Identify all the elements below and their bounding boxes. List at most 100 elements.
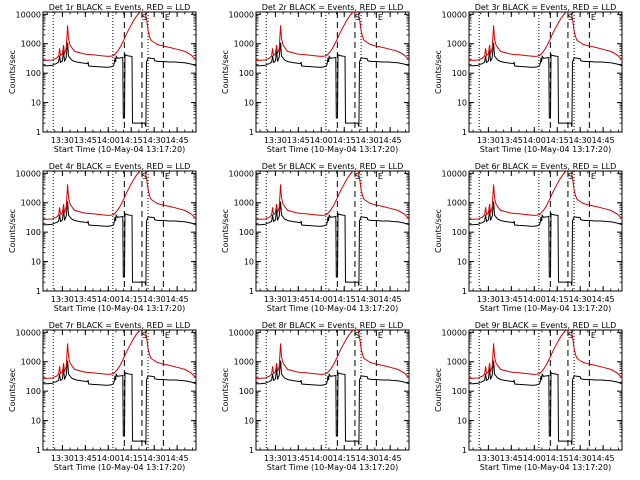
plot-frame <box>42 170 197 292</box>
lld-series-line <box>43 330 196 379</box>
lld-series-line <box>43 12 196 61</box>
y-tick-label: 100 <box>26 387 41 396</box>
x-tick-label: 13:30 <box>264 295 287 304</box>
y-axis-label: Counts/sec <box>8 50 17 94</box>
panel-det-5: Det 5r BLACK = Events, RED = LLD 1 10 100 10… <box>221 162 410 313</box>
x-tick-label: 13:30 <box>264 136 287 145</box>
x-tick-label: 14:45 <box>379 295 402 304</box>
x-tick-label: 14:15 <box>546 136 569 145</box>
x-tick-label: 13:30 <box>477 454 500 463</box>
events-series-line <box>256 360 409 445</box>
x-tick-label: 13:30 <box>51 136 74 145</box>
x-tick-label: 14:30 <box>143 454 166 463</box>
x-tick-label: 13:30 <box>51 295 74 304</box>
x-tick-label: 13:45 <box>74 454 97 463</box>
x-tick-label: 14:15 <box>333 136 356 145</box>
y-tick-label: 10 <box>457 258 467 267</box>
lld-series-line <box>256 330 409 379</box>
events-series-line <box>469 201 622 286</box>
x-tick-label: 13:45 <box>287 295 310 304</box>
x-tick-label: 14:30 <box>356 136 379 145</box>
x-tick-label: 13:45 <box>287 454 310 463</box>
x-axis-label: Start Time (10-May-04 13:17:20) <box>480 463 611 472</box>
x-tick-label: 14:00 <box>97 136 120 145</box>
x-axis-label: Start Time (10-May-04 13:17:20) <box>267 145 398 154</box>
x-tick-label: 14:15 <box>546 454 569 463</box>
y-tick-label: 10000 <box>16 10 41 19</box>
x-axis-label: Start Time (10-May-04 13:17:20) <box>480 145 611 154</box>
x-tick-label: 14:45 <box>592 295 615 304</box>
y-tick-label: 1 <box>462 446 467 455</box>
x-tick-label: 14:00 <box>523 136 546 145</box>
y-axis-label: Counts/sec <box>221 50 230 94</box>
y-tick-label: 10000 <box>442 10 467 19</box>
x-tick-label: 14:30 <box>356 295 379 304</box>
events-series-line <box>256 201 409 286</box>
panel-det-1: Det 1r BLACK = Events, RED = LLD 1 10 100 10… <box>8 3 197 154</box>
marker-s: S <box>568 13 573 22</box>
marker-s: S <box>142 331 147 340</box>
panel-title: Det 7r BLACK = Events, RED = LLD <box>49 321 191 330</box>
y-tick-label: 10000 <box>229 10 254 19</box>
panel-det-7: Det 7r BLACK = Events, RED = LLD 1 10 100 10… <box>8 321 197 472</box>
y-tick-label: 10000 <box>16 328 41 337</box>
y-tick-label: 1000 <box>234 199 254 208</box>
marker-s: S <box>355 172 360 181</box>
panel-title: Det 3r BLACK = Events, RED = LLD <box>475 3 617 12</box>
lld-series-line <box>256 12 409 61</box>
y-tick-label: 10000 <box>229 169 254 178</box>
x-tick-label: 14:45 <box>379 136 402 145</box>
plot-frame <box>255 329 410 451</box>
marker-e: E <box>165 172 170 181</box>
y-tick-label: 1 <box>249 287 254 296</box>
marker-e: E <box>591 331 596 340</box>
y-axis-label: Counts/sec <box>221 209 230 253</box>
x-tick-label: 13:30 <box>477 295 500 304</box>
y-tick-label: 10000 <box>442 328 467 337</box>
x-tick-label: 14:45 <box>166 454 189 463</box>
x-tick-label: 13:45 <box>500 136 523 145</box>
x-axis-label: Start Time (10-May-04 13:17:20) <box>267 304 398 313</box>
x-tick-label: 14:45 <box>592 136 615 145</box>
panel-det-8: Det 8r BLACK = Events, RED = LLD 1 10 100 10… <box>221 321 410 472</box>
y-tick-label: 100 <box>239 228 254 237</box>
marker-e: E <box>378 13 383 22</box>
y-axis-label: Counts/sec <box>8 368 17 412</box>
series-group <box>256 12 409 127</box>
y-tick-label: 1000 <box>21 199 41 208</box>
series-group <box>43 171 196 286</box>
x-tick-label: 14:30 <box>356 454 379 463</box>
x-tick-label: 14:45 <box>166 136 189 145</box>
x-tick-label: 14:00 <box>97 295 120 304</box>
x-tick-label: 14:30 <box>143 136 166 145</box>
x-axis-label: Start Time (10-May-04 13:17:20) <box>480 304 611 313</box>
y-tick-label: 1000 <box>447 199 467 208</box>
y-tick-label: 10000 <box>16 169 41 178</box>
x-tick-label: 14:00 <box>310 295 333 304</box>
series-group <box>256 330 409 445</box>
plot-frame <box>255 170 410 292</box>
y-tick-label: 100 <box>26 228 41 237</box>
y-tick-label: 1000 <box>21 358 41 367</box>
x-axis-label: Start Time (10-May-04 13:17:20) <box>54 304 185 313</box>
y-tick-label: 10 <box>244 99 254 108</box>
x-tick-label: 14:30 <box>143 295 166 304</box>
x-axis-label: Start Time (10-May-04 13:17:20) <box>54 463 185 472</box>
lld-series-line <box>469 330 622 379</box>
events-series-line <box>43 42 196 127</box>
x-tick-label: 14:15 <box>120 295 143 304</box>
x-tick-label: 13:45 <box>74 295 97 304</box>
panel-det-6: Det 6r BLACK = Events, RED = LLD 1 10 100 10… <box>434 162 623 313</box>
y-tick-label: 10000 <box>229 328 254 337</box>
plot-frame <box>468 329 623 451</box>
panel-det-2: Det 2r BLACK = Events, RED = LLD 1 10 100 10… <box>221 3 410 154</box>
y-tick-label: 100 <box>26 69 41 78</box>
y-tick-label: 100 <box>452 69 467 78</box>
x-tick-label: 14:45 <box>592 454 615 463</box>
y-tick-label: 1 <box>249 128 254 137</box>
panel-det-3: Det 3r BLACK = Events, RED = LLD 1 10 100 10… <box>434 3 623 154</box>
y-axis-label: Counts/sec <box>8 209 17 253</box>
lld-series-line <box>43 171 196 220</box>
panel-title: Det 8r BLACK = Events, RED = LLD <box>262 321 404 330</box>
